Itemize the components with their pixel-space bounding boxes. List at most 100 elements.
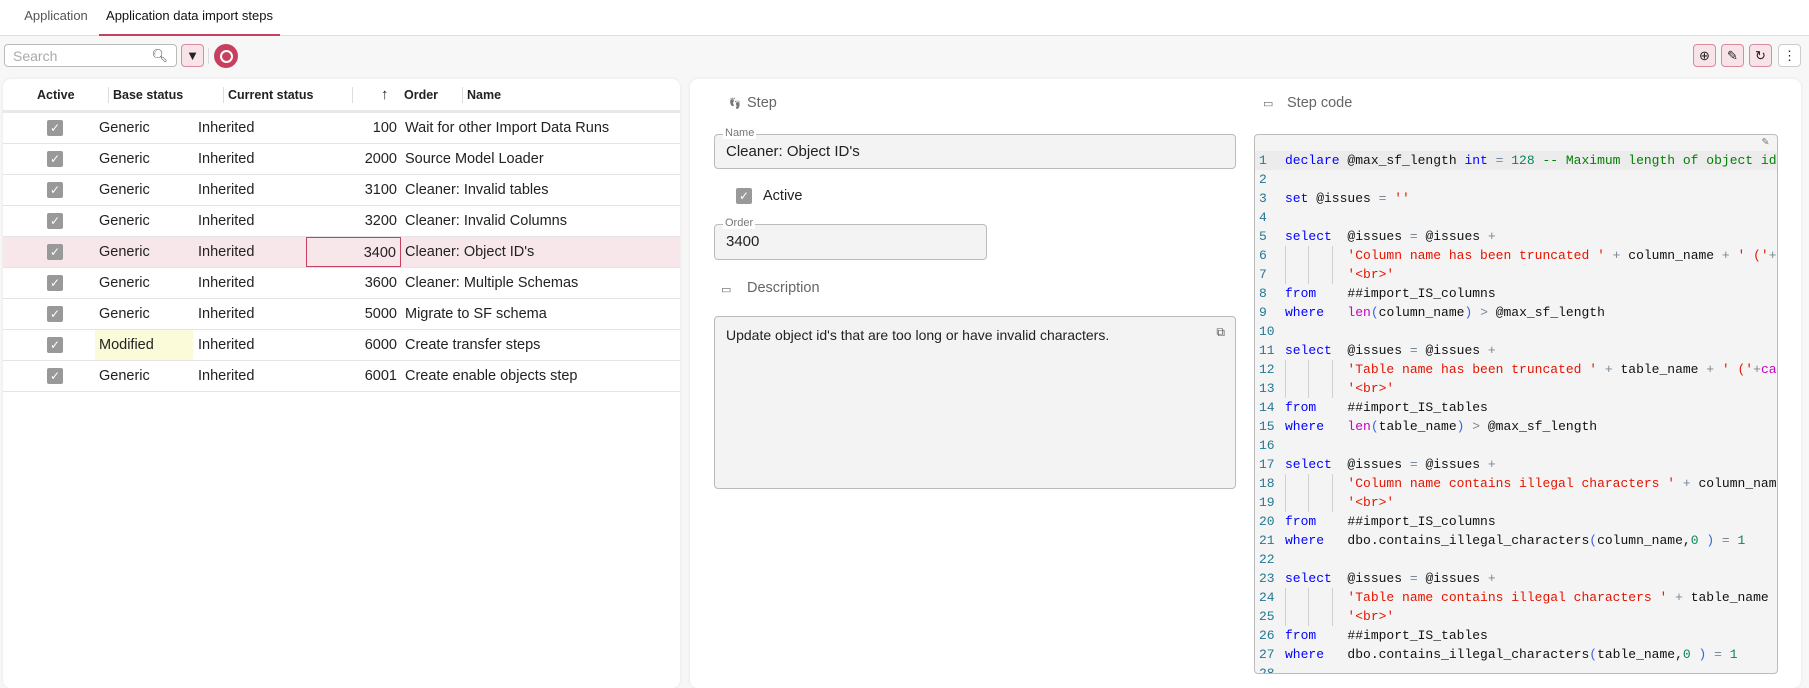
active-checkbox[interactable]: ✓: [47, 213, 63, 229]
edit-button[interactable]: ✎: [1721, 44, 1744, 67]
search-input[interactable]: [5, 45, 145, 66]
line-number: 12: [1259, 362, 1275, 377]
column-header-active[interactable]: Active: [37, 88, 75, 102]
steps-grid: Active Base status Current status ↑ Orde…: [3, 79, 680, 688]
line-number: 23: [1259, 571, 1275, 586]
code-token: +: [1768, 248, 1777, 263]
active-checkbox[interactable]: ✓: [47, 337, 63, 353]
add-button[interactable]: ⊕: [1693, 44, 1716, 67]
order-cell: 6000: [364, 337, 397, 353]
table-row[interactable]: ✓ Modified Inherited 6000 Create transfe…: [3, 330, 680, 361]
active-checkbox[interactable]: ✓: [47, 306, 63, 322]
step-section-title: Step: [747, 95, 777, 111]
current-status-cell: Inherited: [198, 368, 255, 384]
tab-application[interactable]: Application: [24, 8, 88, 23]
code-token: from: [1285, 628, 1317, 643]
active-checkbox[interactable]: ✓: [47, 275, 63, 291]
code-token: @issues: [1308, 191, 1379, 206]
code-token: column_name,: [1597, 533, 1691, 548]
line-number: 10: [1259, 324, 1275, 339]
line-number: 28: [1259, 664, 1279, 673]
table-row[interactable]: ✓ Generic Inherited 3600 Cleaner: Multip…: [3, 268, 680, 299]
code-line: 21 where dbo.contains_illegal_characters(…: [1255, 531, 1777, 550]
order-cell: 5000: [364, 306, 397, 322]
table-row[interactable]: ✓ Generic Inherited 100 Wait for other I…: [3, 113, 680, 144]
search-icon[interactable]: 🔍︎: [151, 48, 168, 63]
base-status-cell: Generic: [99, 120, 150, 136]
code-token: '<br>': [1347, 609, 1395, 624]
tab-application-data-import-steps[interactable]: Application data import steps: [99, 0, 280, 36]
code-line: 6 'Column name has been truncated ' + co…: [1255, 246, 1777, 265]
table-row[interactable]: ✓ Generic Inherited 3200 Cleaner: Invali…: [3, 206, 680, 237]
column-divider: [462, 87, 463, 103]
active-checkbox[interactable]: ✓: [47, 244, 63, 260]
code-token: [1285, 590, 1347, 605]
line-number: 21: [1259, 533, 1275, 548]
code-token: =: [1378, 191, 1395, 206]
column-divider: [223, 87, 224, 103]
record-button[interactable]: [214, 44, 238, 68]
code-token: ##import_IS_tables: [1316, 628, 1488, 643]
active-checkbox[interactable]: ✓: [47, 368, 63, 384]
code-token: from: [1285, 400, 1317, 415]
table-row[interactable]: ✓ Generic Inherited 5000 Migrate to SF s…: [3, 299, 680, 330]
code-token: [1285, 267, 1347, 282]
code-token: +: [1597, 362, 1621, 377]
code-line: 26 from ##import_IS_tables: [1255, 626, 1777, 645]
column-header-base-status[interactable]: Base status: [113, 88, 184, 102]
name-field[interactable]: Name Cleaner: Object ID's: [714, 127, 1236, 169]
active-label: Active: [763, 188, 803, 204]
name-cell: Cleaner: Invalid Columns: [405, 213, 567, 229]
code-token: len: [1347, 305, 1371, 320]
line-number: 1: [1259, 153, 1267, 168]
table-row[interactable]: ✓ Generic Inherited 3400 Cleaner: Object…: [3, 237, 680, 268]
active-checkbox[interactable]: ✓: [47, 151, 63, 167]
expand-editor-icon[interactable]: ⧉: [1216, 325, 1225, 339]
active-checkbox[interactable]: ✓: [736, 188, 752, 204]
active-checkbox[interactable]: ✓: [47, 120, 63, 136]
code-token: +: [1487, 571, 1496, 586]
name-cell: Migrate to SF schema: [405, 306, 547, 322]
code-line: 24 'Table name contains illegal characte…: [1255, 588, 1777, 607]
code-token: ' (': [1721, 362, 1754, 377]
code-token: 0: [1690, 533, 1699, 548]
column-header-order[interactable]: Order: [404, 88, 439, 102]
filter-button[interactable]: ▼: [181, 44, 204, 67]
code-editor[interactable]: ✎ 1 declare @max_sf_length int = 128 -- M…: [1254, 134, 1778, 674]
table-row[interactable]: ✓ Generic Inherited 6001 Create enable o…: [3, 361, 680, 392]
current-status-cell: Inherited: [198, 151, 255, 167]
filter-icon: ▼: [186, 48, 199, 63]
column-divider: [108, 87, 109, 103]
code-token: 1: [1737, 533, 1746, 548]
code-token: 0: [1682, 647, 1691, 662]
base-status-cell: Generic: [99, 275, 150, 291]
code-token: @issues: [1331, 229, 1410, 244]
current-status-cell: Inherited: [198, 182, 255, 198]
code-token: -- Maximum length of object ide: [1534, 153, 1777, 168]
active-checkbox[interactable]: ✓: [47, 182, 63, 198]
table-row[interactable]: ✓ Generic Inherited 2000 Source Model Lo…: [3, 144, 680, 175]
base-status-cell: Generic: [99, 213, 150, 229]
code-token: >: [1472, 305, 1496, 320]
column-header-name[interactable]: Name: [467, 88, 502, 102]
code-line: 11 select @issues = @issues +: [1255, 341, 1777, 360]
code-token: (: [1589, 647, 1598, 662]
sort-ascending-icon[interactable]: ↑: [381, 86, 389, 103]
line-number: 20: [1259, 514, 1275, 529]
code-line: 10: [1255, 322, 1777, 341]
description-field[interactable]: Update object id's that are too long or …: [714, 316, 1236, 489]
code-token: @max_sf_length: [1487, 419, 1598, 434]
column-header-current-status[interactable]: Current status: [228, 88, 314, 102]
refresh-button[interactable]: ↻: [1749, 44, 1772, 67]
edit-code-icon[interactable]: ✎: [1761, 135, 1769, 149]
indent-guide: [1285, 360, 1286, 379]
code-token: 128: [1511, 153, 1535, 168]
code-token: select: [1285, 457, 1332, 472]
code-line: 19 '<br>': [1255, 493, 1777, 512]
code-line: 12 'Table name has been truncated ' + ta…: [1255, 360, 1777, 379]
table-row[interactable]: ✓ Generic Inherited 3100 Cleaner: Invali…: [3, 175, 680, 206]
record-icon: [219, 49, 233, 63]
order-field[interactable]: Order 3400: [714, 217, 987, 260]
more-button[interactable]: ⋮: [1778, 44, 1801, 67]
indent-guide: [1331, 379, 1333, 398]
